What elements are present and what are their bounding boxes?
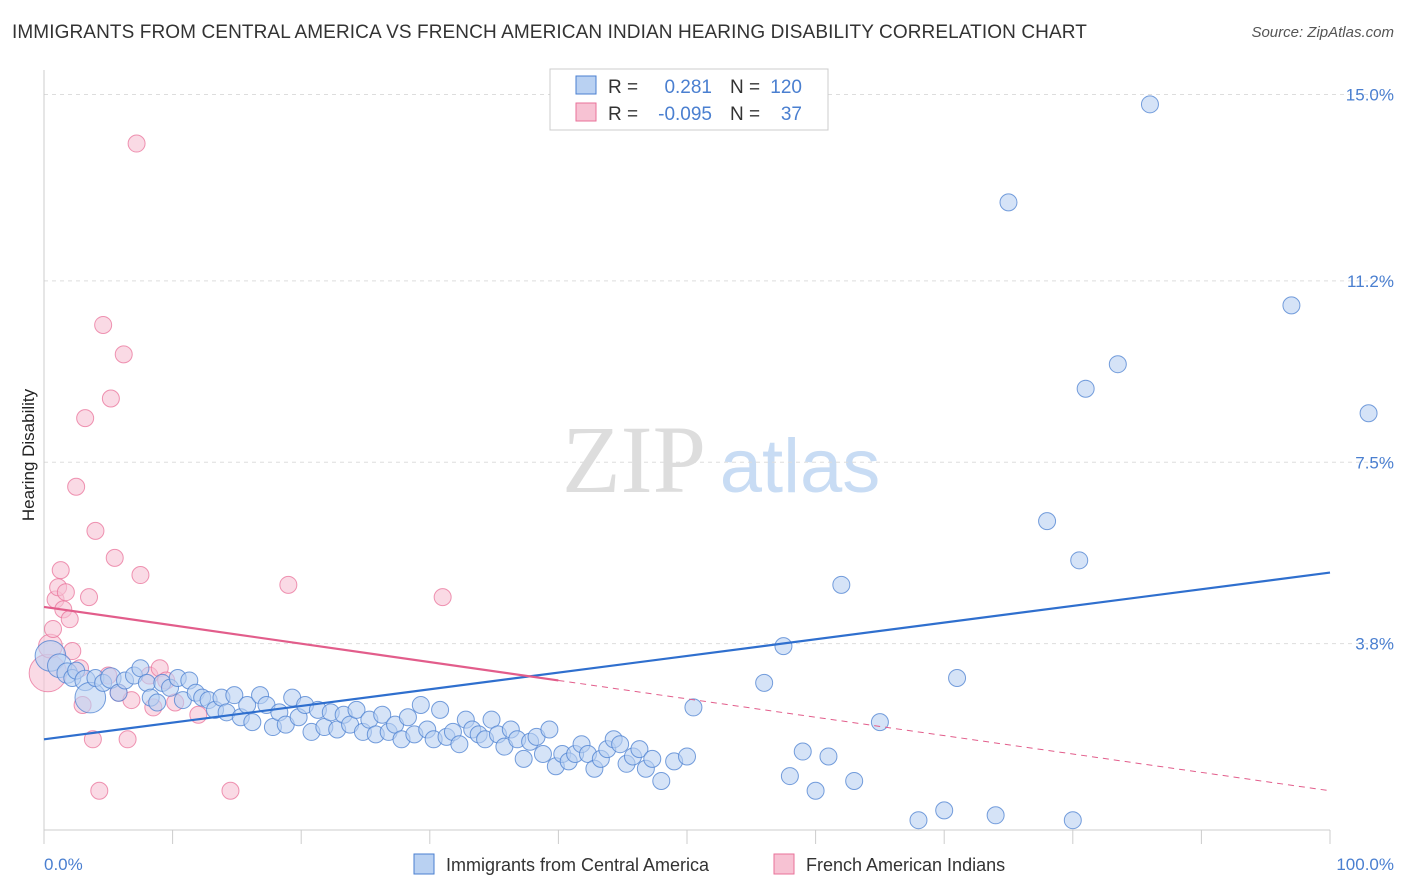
data-point-immigrants-central-america: [1140, 95, 1159, 114]
x-tick-label-min: 0.0%: [44, 855, 83, 874]
data-point-immigrants-central-america: [1063, 811, 1082, 830]
data-point-french-american-indians: [60, 610, 79, 629]
data-point-immigrants-central-america: [643, 749, 662, 768]
legend-r-value-pink: -0.095: [658, 104, 712, 125]
chart-title: IMMIGRANTS FROM CENTRAL AMERICA VS FRENC…: [12, 22, 1087, 43]
trend-line-immigrants-central-america: [43, 571, 1331, 741]
data-point-french-american-indians: [83, 730, 102, 749]
legend-n-label-pink: N =: [730, 104, 760, 125]
data-point-immigrants-central-america: [755, 673, 774, 692]
y-tick-label: 11.2%: [1347, 272, 1394, 291]
chart-source: Source: ZipAtlas.com: [1251, 24, 1394, 41]
data-point-immigrants-central-america: [1108, 355, 1127, 374]
grid-lines: [44, 94, 1394, 645]
legend-r-value-blue: 0.281: [664, 77, 712, 98]
data-point-french-american-indians: [105, 548, 124, 567]
trend-lines: [43, 571, 1331, 792]
data-point-immigrants-central-america: [684, 698, 703, 717]
data-point-immigrants-central-america: [1070, 551, 1089, 570]
bottom-legend-swatch-pink: [773, 853, 795, 875]
watermark-atlas: atlas: [720, 424, 881, 509]
data-point-immigrants-central-america: [148, 693, 167, 712]
data-point-french-american-indians: [51, 561, 70, 580]
data-point-immigrants-central-america: [819, 747, 838, 766]
bottom-legend: Immigrants from Central America French A…: [413, 853, 1005, 875]
data-point-immigrants-central-america: [845, 771, 864, 790]
data-point-immigrants-central-america: [514, 749, 533, 768]
legend-n-label-blue: N =: [730, 77, 760, 98]
data-point-immigrants-central-america: [347, 700, 366, 719]
data-point-french-american-indians: [56, 583, 75, 602]
x-tick-label-max: 100.0%: [1336, 855, 1394, 874]
trend-line-french-american-indians-extension: [558, 679, 1331, 792]
data-point-immigrants-central-america: [780, 767, 799, 786]
legend-swatch-pink: [575, 102, 597, 122]
data-point-french-american-indians: [90, 781, 109, 800]
data-point-immigrants-central-america: [832, 575, 851, 594]
data-point-french-american-indians: [118, 730, 137, 749]
data-point-french-american-indians: [67, 477, 86, 496]
data-point-immigrants-central-america: [1076, 379, 1095, 398]
data-point-immigrants-central-america: [793, 742, 812, 761]
legend-r-label-blue: R =: [608, 77, 638, 98]
data-point-french-american-indians: [221, 781, 240, 800]
data-point-immigrants-central-america: [774, 637, 793, 656]
y-axis-title: Hearing Disability: [19, 388, 38, 521]
x-axis-ticks: [43, 830, 1331, 844]
data-point-immigrants-central-america: [870, 713, 889, 732]
data-point-immigrants-central-america: [611, 735, 630, 754]
watermark-zip: ZIP: [562, 406, 706, 513]
y-tick-labels: 3.8% 7.5% 11.2% 15.0%: [1346, 86, 1394, 654]
bottom-legend-label-pink: French American Indians: [806, 855, 1005, 875]
data-point-immigrants-central-america: [431, 700, 450, 719]
data-point-immigrants-central-america: [137, 673, 156, 692]
data-point-french-american-indians: [94, 315, 113, 334]
legend-r-label-pink: R =: [608, 104, 638, 125]
data-point-french-american-indians: [80, 588, 99, 607]
data-point-immigrants-central-america: [225, 686, 244, 705]
bottom-legend-swatch-blue: [413, 853, 435, 875]
data-point-immigrants-central-america: [540, 720, 559, 739]
legend-n-value-blue: 120: [770, 77, 802, 98]
series-immigrants-central-america: [34, 95, 1378, 830]
data-point-immigrants-central-america: [948, 669, 967, 687]
y-tick-label: 15.0%: [1346, 86, 1394, 105]
data-point-immigrants-central-america: [806, 781, 825, 800]
data-point-immigrants-central-america: [411, 695, 430, 714]
data-point-immigrants-central-america: [986, 806, 1005, 825]
data-point-immigrants-central-america: [1359, 404, 1378, 423]
data-point-immigrants-central-america: [1038, 512, 1057, 531]
data-point-immigrants-central-america: [999, 193, 1018, 212]
data-point-french-american-indians: [101, 389, 120, 408]
y-tick-label: 7.5%: [1355, 453, 1394, 472]
data-point-immigrants-central-america: [533, 745, 552, 763]
data-point-french-american-indians: [433, 588, 452, 607]
legend-box: R = 0.281 N = 120 R = -0.095 N = 37: [549, 68, 829, 131]
bottom-legend-label-blue: Immigrants from Central America: [446, 855, 710, 875]
data-point-immigrants-central-america: [398, 708, 417, 727]
data-point-immigrants-central-america: [630, 740, 649, 759]
legend-swatch-blue: [575, 75, 597, 95]
data-point-immigrants-central-america: [243, 713, 262, 732]
data-point-french-american-indians: [279, 575, 298, 594]
data-point-immigrants-central-america: [652, 771, 671, 790]
data-point-french-american-indians: [114, 345, 133, 364]
data-point-immigrants-central-america: [1282, 296, 1301, 315]
data-point-french-american-indians: [44, 619, 63, 638]
data-point-immigrants-central-america: [373, 705, 392, 724]
trend-line-french-american-indians: [43, 605, 559, 682]
y-tick-label: 3.8%: [1355, 635, 1394, 654]
data-point-immigrants-central-america: [935, 801, 954, 820]
data-point-immigrants-central-america: [450, 735, 469, 754]
legend-n-value-pink: 37: [781, 104, 802, 125]
data-point-french-american-indians: [131, 566, 150, 585]
data-point-french-american-indians: [76, 409, 95, 428]
data-point-french-american-indians: [86, 521, 105, 540]
data-point-immigrants-central-america: [909, 811, 928, 830]
data-point-french-american-indians: [127, 134, 146, 153]
data-point-immigrants-central-america: [678, 747, 696, 766]
